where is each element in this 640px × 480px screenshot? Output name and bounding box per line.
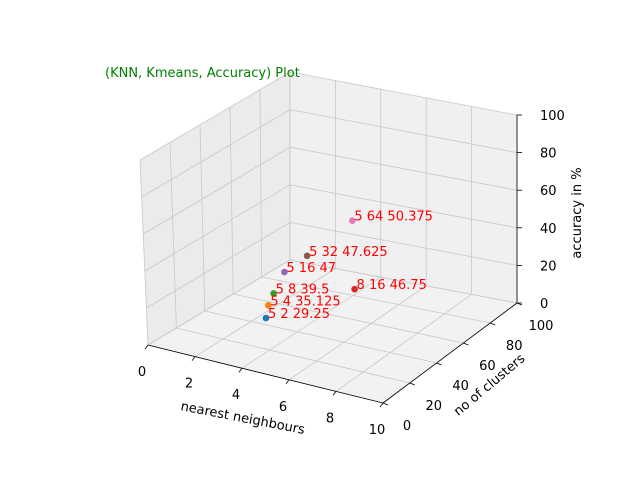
data-point <box>265 301 272 309</box>
grid-line <box>289 259 518 304</box>
x-tick-mark <box>379 402 384 408</box>
point-label: 5 64 50.375 <box>354 210 433 225</box>
x-tick-mark <box>191 356 196 361</box>
x-tick-label: 0 <box>138 365 146 380</box>
grid-line <box>289 222 518 266</box>
z-axis-label: accuracy in % <box>570 167 585 258</box>
y-tick-label: 40 <box>452 379 469 394</box>
point-label: 5 4 35.125 <box>270 294 340 309</box>
grid-line <box>169 142 177 329</box>
data-point <box>303 252 311 260</box>
point-label: 5 16 47 <box>286 261 336 276</box>
data-point <box>351 285 358 293</box>
x-tick-label: 6 <box>279 400 287 415</box>
y-tick-label: 0 <box>403 419 411 434</box>
point-label: 5 2 29.25 <box>268 307 330 322</box>
data-point <box>262 314 270 322</box>
chart-title: (KNN, Kmeans, Accuracy) Plot <box>105 66 300 81</box>
y-tick-mark <box>382 402 389 406</box>
grid-line <box>288 285 427 381</box>
grid-line <box>335 294 472 392</box>
x-tick-label: 2 <box>185 377 193 392</box>
y-tick-label: 80 <box>506 339 523 354</box>
y-axis-line <box>382 302 518 404</box>
y-tick-label: 20 <box>426 399 443 414</box>
grid-line <box>144 184 291 272</box>
grid-line <box>139 71 291 161</box>
grid-line <box>199 124 206 312</box>
grid-line <box>176 327 410 384</box>
grid-line <box>289 109 518 153</box>
grid-line <box>147 259 291 346</box>
grid-line <box>259 89 262 278</box>
y-tick-label: 100 <box>529 319 554 334</box>
point-label: 5 8 39.5 <box>276 282 330 297</box>
x-tick-mark <box>332 391 337 396</box>
z-tick-label: 20 <box>540 259 557 274</box>
grid-line <box>139 159 149 346</box>
x-tick-mark <box>285 379 290 385</box>
pane-left <box>140 72 290 345</box>
z-tick-label: 40 <box>540 222 557 237</box>
x-tick-mark <box>238 367 243 373</box>
grid-line <box>146 222 291 309</box>
x-axis-label: nearest neighbours <box>179 399 306 438</box>
y-tick-mark <box>436 362 442 366</box>
point-label: 8 16 46.75 <box>357 278 427 293</box>
x-tick-label: 10 <box>369 423 386 438</box>
grid-line <box>142 146 291 235</box>
x-tick-mark <box>144 344 149 350</box>
data-point <box>270 290 277 297</box>
axis-lines <box>147 115 518 404</box>
data-points <box>262 217 358 322</box>
y-tick-mark <box>409 382 415 386</box>
grid-line <box>241 276 382 369</box>
grid-line <box>233 293 464 344</box>
axis-panes <box>140 72 517 403</box>
z-tick-label: 60 <box>540 184 557 199</box>
grid-line <box>229 107 234 295</box>
x-axis-line <box>147 344 384 404</box>
data-point <box>281 268 288 276</box>
z-tick-label: 100 <box>540 109 565 124</box>
y-tick-label: 60 <box>479 359 496 374</box>
grid-line <box>289 184 518 229</box>
z-tick-label: 0 <box>540 297 548 312</box>
grid-line <box>261 276 491 324</box>
grid-line <box>289 71 518 116</box>
x-tick-label: 8 <box>326 411 334 426</box>
pane-back <box>290 72 517 303</box>
grid-line <box>289 146 518 191</box>
point-label: 5 32 47.625 <box>309 245 388 260</box>
z-tick-label: 80 <box>540 147 557 162</box>
grid-line <box>194 268 336 357</box>
x-tick-label: 4 <box>232 388 240 403</box>
y-tick-mark <box>490 322 496 326</box>
y-tick-mark <box>463 342 469 346</box>
grid-line <box>141 109 291 198</box>
grid-line <box>204 310 437 364</box>
data-point <box>349 217 356 224</box>
